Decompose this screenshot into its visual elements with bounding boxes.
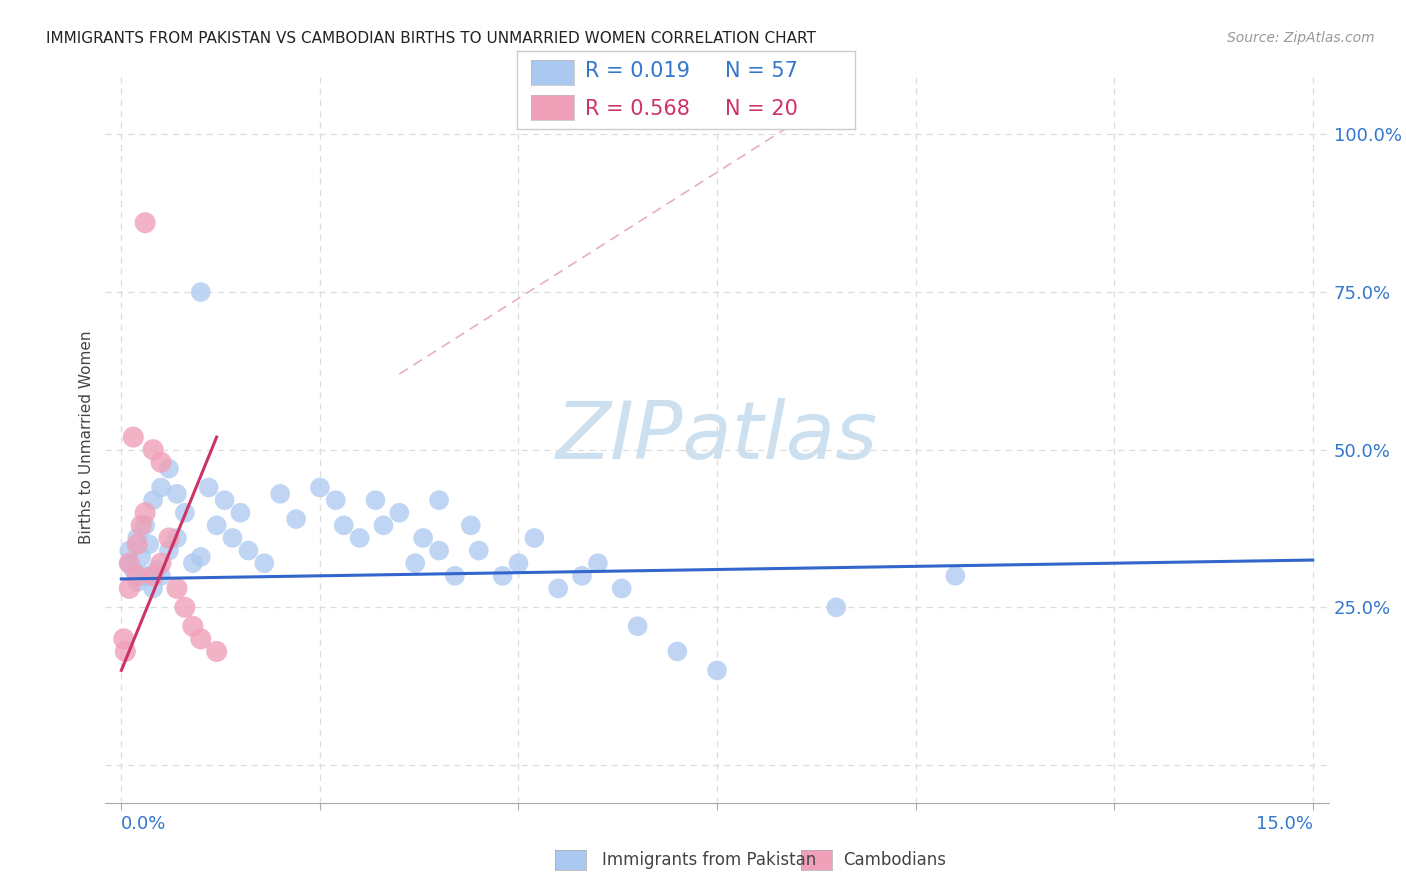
Point bbox=[127, 569, 149, 583]
Point bbox=[309, 481, 332, 495]
Point bbox=[627, 619, 650, 633]
Point bbox=[157, 531, 180, 545]
Point bbox=[146, 562, 169, 576]
Point bbox=[134, 506, 156, 520]
Point bbox=[150, 556, 173, 570]
Point bbox=[610, 582, 633, 596]
Point bbox=[118, 556, 141, 570]
Point bbox=[586, 556, 609, 570]
Point bbox=[253, 556, 276, 570]
Point bbox=[404, 556, 426, 570]
Point bbox=[150, 481, 173, 495]
Point bbox=[134, 569, 156, 583]
Point bbox=[129, 518, 152, 533]
Point bbox=[325, 493, 347, 508]
Point bbox=[229, 506, 252, 520]
Point bbox=[825, 600, 848, 615]
Point bbox=[142, 493, 165, 508]
Point bbox=[706, 664, 728, 678]
Point bbox=[118, 543, 141, 558]
Point bbox=[150, 569, 173, 583]
Point bbox=[523, 531, 546, 545]
Point bbox=[205, 644, 228, 658]
Point bbox=[173, 600, 195, 615]
Text: Source: ZipAtlas.com: Source: ZipAtlas.com bbox=[1227, 31, 1375, 45]
Point bbox=[491, 569, 513, 583]
Point bbox=[122, 430, 145, 444]
Point bbox=[166, 487, 188, 501]
Text: 0.0%: 0.0% bbox=[121, 815, 167, 833]
Y-axis label: Births to Unmarried Women: Births to Unmarried Women bbox=[79, 330, 94, 544]
Point bbox=[349, 531, 371, 545]
Point bbox=[127, 537, 149, 551]
Point bbox=[142, 442, 165, 457]
Point bbox=[666, 644, 689, 658]
Point bbox=[142, 569, 165, 583]
Point bbox=[373, 518, 395, 533]
Point bbox=[205, 518, 228, 533]
Point bbox=[157, 461, 180, 475]
Point bbox=[118, 582, 141, 596]
Text: N = 57: N = 57 bbox=[725, 62, 799, 81]
Text: IMMIGRANTS FROM PAKISTAN VS CAMBODIAN BIRTHS TO UNMARRIED WOMEN CORRELATION CHAR: IMMIGRANTS FROM PAKISTAN VS CAMBODIAN BI… bbox=[46, 31, 817, 46]
Point bbox=[427, 493, 450, 508]
Point bbox=[181, 619, 204, 633]
Point bbox=[508, 556, 530, 570]
Point bbox=[166, 531, 188, 545]
Point bbox=[122, 562, 145, 576]
Point bbox=[460, 518, 482, 533]
Point bbox=[412, 531, 434, 545]
Point bbox=[547, 582, 569, 596]
Point bbox=[364, 493, 387, 508]
Text: 15.0%: 15.0% bbox=[1256, 815, 1313, 833]
Text: N = 20: N = 20 bbox=[725, 99, 799, 119]
Point bbox=[138, 537, 160, 551]
Text: Cambodians: Cambodians bbox=[844, 851, 946, 869]
Point bbox=[181, 556, 204, 570]
Point bbox=[571, 569, 593, 583]
Point bbox=[134, 518, 156, 533]
Point bbox=[112, 632, 135, 646]
Point bbox=[190, 632, 212, 646]
Text: ZIPatlas: ZIPatlas bbox=[555, 398, 879, 476]
Point bbox=[285, 512, 308, 526]
Point bbox=[427, 543, 450, 558]
Point bbox=[157, 543, 180, 558]
Text: R = 0.568: R = 0.568 bbox=[585, 99, 690, 119]
Point bbox=[221, 531, 243, 545]
Point bbox=[269, 487, 291, 501]
Point bbox=[127, 531, 149, 545]
Point bbox=[127, 575, 149, 590]
Point bbox=[444, 569, 467, 583]
Point bbox=[173, 506, 195, 520]
Point bbox=[114, 644, 136, 658]
Point bbox=[388, 506, 411, 520]
Point bbox=[129, 549, 152, 564]
Point bbox=[134, 216, 156, 230]
Point bbox=[238, 543, 260, 558]
Point bbox=[190, 285, 212, 299]
Point bbox=[214, 493, 236, 508]
Point bbox=[197, 481, 219, 495]
Point bbox=[332, 518, 354, 533]
Text: R = 0.019: R = 0.019 bbox=[585, 62, 690, 81]
Point bbox=[150, 455, 173, 469]
Point bbox=[166, 582, 188, 596]
Point bbox=[943, 569, 966, 583]
Point bbox=[190, 549, 212, 564]
Point bbox=[142, 582, 165, 596]
Point bbox=[118, 556, 141, 570]
Point bbox=[468, 543, 491, 558]
Text: Immigrants from Pakistan: Immigrants from Pakistan bbox=[602, 851, 815, 869]
